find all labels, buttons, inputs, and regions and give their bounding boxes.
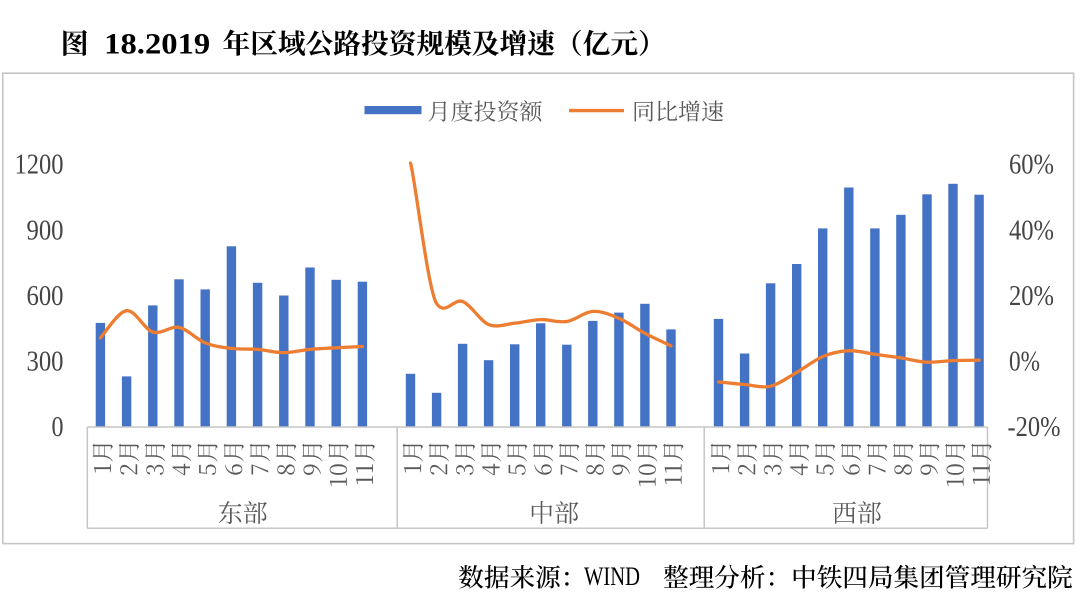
svg-text:40%: 40% xyxy=(1009,215,1054,246)
svg-text:-20%: -20% xyxy=(1008,412,1061,443)
svg-text:20%: 20% xyxy=(1009,281,1054,312)
svg-text:600: 600 xyxy=(27,281,64,312)
svg-text:WIND: WIND xyxy=(584,562,640,591)
svg-text:300: 300 xyxy=(27,347,64,378)
svg-text:60%: 60% xyxy=(1009,150,1054,181)
svg-text:18.2019: 18.2019 xyxy=(104,27,210,60)
svg-text:900: 900 xyxy=(27,215,64,246)
svg-text:1200: 1200 xyxy=(15,150,64,181)
svg-text:0: 0 xyxy=(52,412,64,443)
svg-text:0%: 0% xyxy=(1009,347,1040,378)
